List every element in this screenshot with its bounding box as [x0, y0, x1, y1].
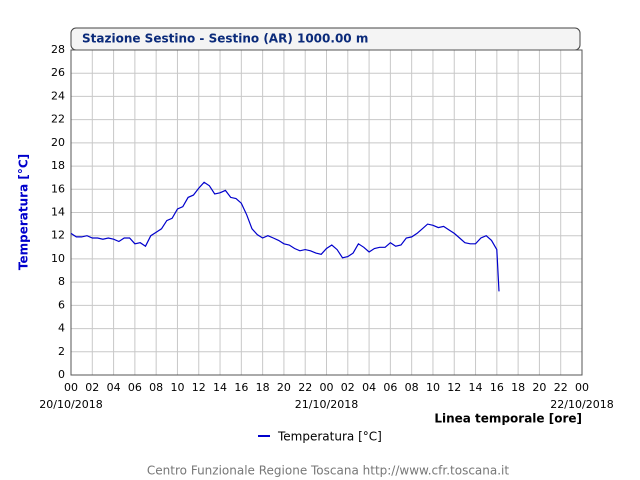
- y-tick-label: 0: [58, 368, 65, 381]
- x-tick-label: 18: [511, 381, 525, 394]
- x-tick-label: 04: [107, 381, 121, 394]
- x-tick-label: 14: [213, 381, 227, 394]
- x-tick-label: 00: [320, 381, 334, 394]
- x-tick-label: 20: [532, 381, 546, 394]
- x-tick-label: 00: [575, 381, 589, 394]
- y-tick-label: 22: [51, 113, 65, 126]
- date-label: 22/10/2018: [550, 398, 613, 411]
- x-tick-label: 22: [298, 381, 312, 394]
- x-tick-label: 10: [426, 381, 440, 394]
- y-tick-label: 2: [58, 345, 65, 358]
- y-tick-label: 28: [51, 43, 65, 56]
- y-tick-label: 10: [51, 252, 65, 265]
- x-tick-label: 12: [447, 381, 461, 394]
- x-tick-label: 08: [149, 381, 163, 394]
- y-tick-label: 16: [51, 182, 65, 195]
- y-tick-label: 12: [51, 229, 65, 242]
- x-tick-label: 16: [490, 381, 504, 394]
- y-tick-label: 14: [51, 206, 65, 219]
- x-tick-label: 06: [128, 381, 142, 394]
- x-axis-label: Linea temporale [ore]: [434, 412, 582, 426]
- y-tick-label: 24: [51, 89, 65, 102]
- footer: Centro Funzionale Regione Toscana http:/…: [147, 464, 509, 478]
- date-label: 21/10/2018: [295, 398, 358, 411]
- x-tick-label: 02: [341, 381, 355, 394]
- x-tick-label: 22: [554, 381, 568, 394]
- x-tick-label: 08: [405, 381, 419, 394]
- x-tick-label: 18: [256, 381, 270, 394]
- data-line: [70, 181, 500, 292]
- y-tick-label: 6: [58, 298, 65, 311]
- x-tick-label: 14: [469, 381, 483, 394]
- date-label: 20/10/2018: [39, 398, 102, 411]
- x-tick-label: 02: [85, 381, 99, 394]
- x-tick-label: 04: [362, 381, 376, 394]
- chart-title: Stazione Sestino - Sestino (AR) 1000.00 …: [82, 32, 368, 46]
- x-tick-label: 00: [64, 381, 78, 394]
- plot-border: [70, 49, 583, 376]
- x-tick-label: 10: [170, 381, 184, 394]
- y-axis-label: Temperatura [°C]: [17, 154, 31, 270]
- x-tick-label: 16: [234, 381, 248, 394]
- x-tick-label: 12: [192, 381, 206, 394]
- legend-label: Temperatura [°C]: [277, 430, 382, 444]
- y-tick-label: 4: [58, 322, 65, 335]
- x-tick-label: 20: [277, 381, 291, 394]
- y-tick-label: 20: [51, 136, 65, 149]
- y-tick-label: 18: [51, 159, 65, 172]
- x-tick-label: 06: [383, 381, 397, 394]
- y-tick-label: 8: [58, 275, 65, 288]
- y-tick-label: 26: [51, 66, 65, 79]
